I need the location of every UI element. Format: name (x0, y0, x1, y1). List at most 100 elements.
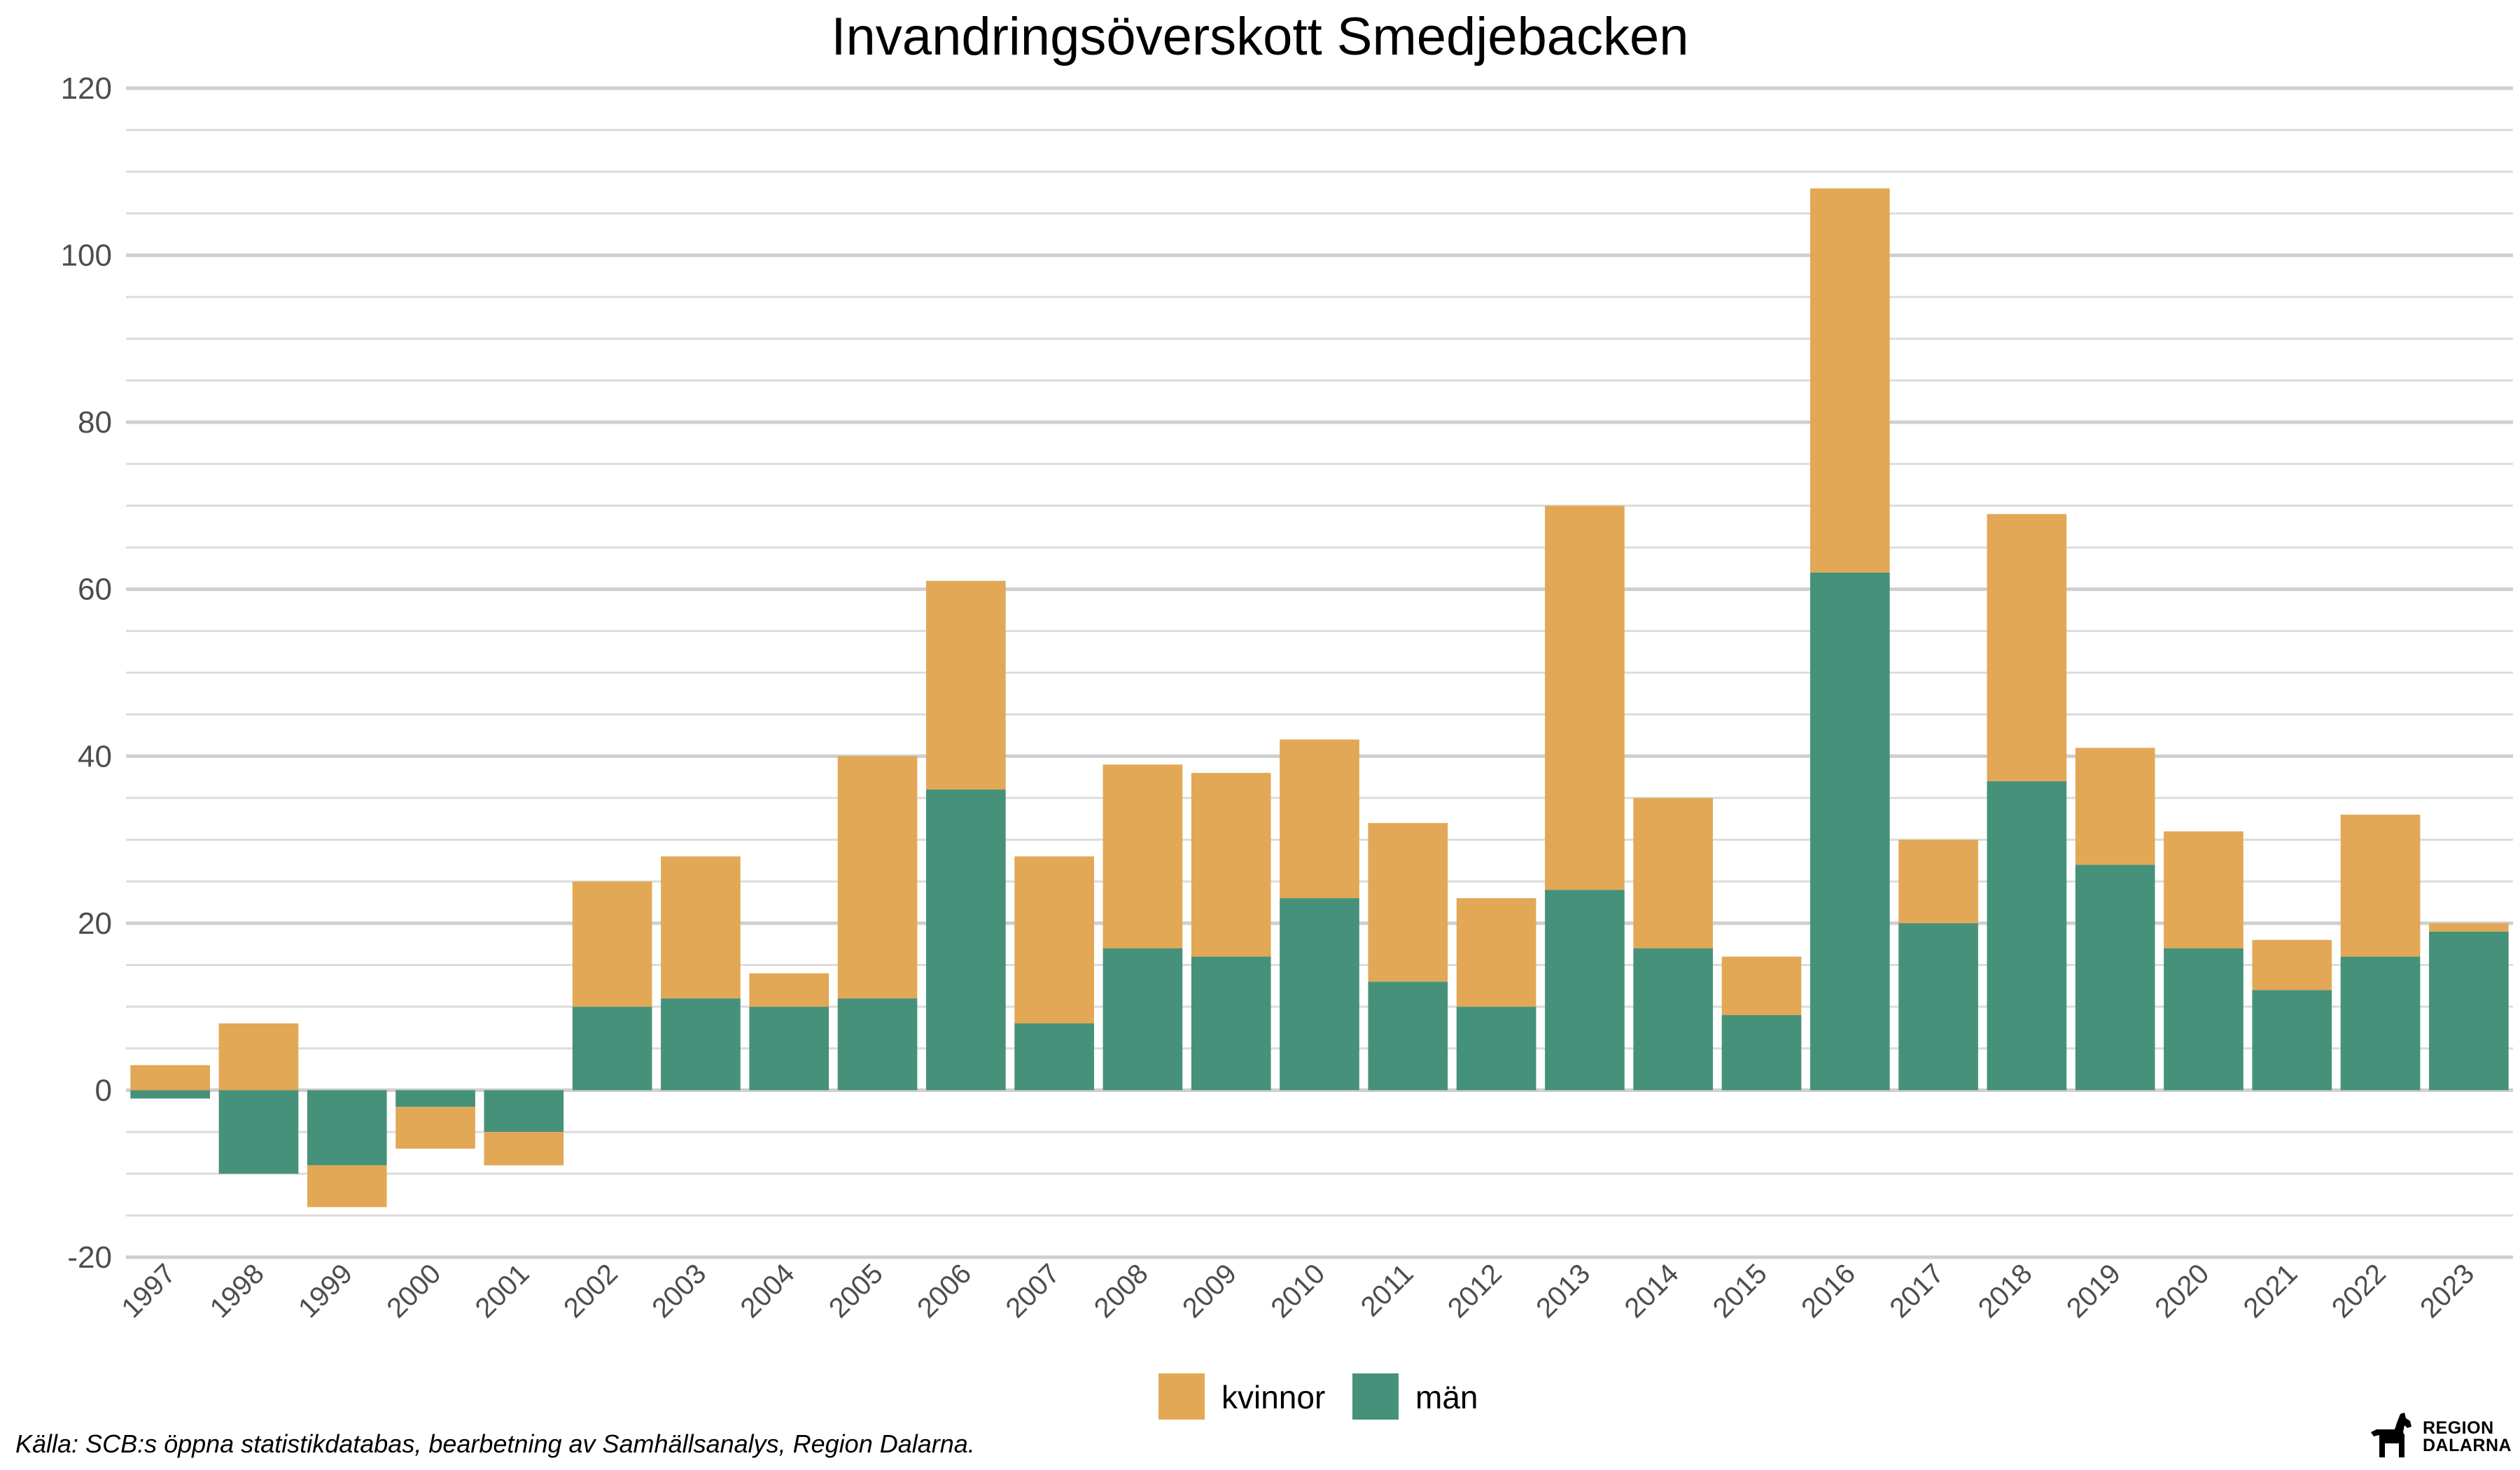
bar-man-1997 (130, 1090, 210, 1099)
x-tick-label: 2005 (823, 1258, 889, 1324)
bar-kvinnor-1998 (218, 1023, 299, 1091)
x-tick-label: 2018 (1973, 1258, 2038, 1324)
y-tick-label: 20 (78, 906, 112, 941)
bar-man-1998 (218, 1090, 299, 1174)
x-tick-label: 2021 (2238, 1258, 2304, 1324)
y-tick-label: 60 (78, 573, 112, 607)
bar-man-2016 (1809, 572, 1890, 1091)
x-tick-label: 1998 (204, 1258, 270, 1324)
bar-man-2004 (749, 1007, 830, 1091)
legend-label-kvinnor: kvinnor (1222, 1379, 1325, 1415)
bar-kvinnor-2017 (1898, 839, 1978, 923)
bar-kvinnor-2003 (661, 856, 741, 999)
x-tick-label: 1999 (293, 1258, 358, 1324)
logo-line-2: DALARNA (2423, 1436, 2512, 1455)
x-tick-label: 2019 (2061, 1258, 2127, 1324)
bar-kvinnor-2002 (572, 881, 652, 1007)
y-tick-label: 40 (78, 739, 112, 774)
x-tick-label: 2017 (1884, 1258, 1949, 1324)
logo-line-1: REGION (2423, 1418, 2494, 1438)
source-caption: Källa: SCB:s öppna statistikdatabas, bea… (15, 1429, 975, 1458)
x-tick-label: 2010 (1265, 1258, 1331, 1324)
bar-man-2000 (396, 1090, 475, 1107)
bar-kvinnor-2023 (2429, 923, 2509, 932)
legend-swatch-man (1352, 1373, 1399, 1420)
x-tick-label: 2014 (1619, 1258, 1685, 1324)
x-tick-label: 2011 (1355, 1258, 1420, 1322)
bar-man-2006 (925, 790, 1006, 1091)
y-tick-label: -20 (67, 1240, 112, 1275)
x-tick-label: 2012 (1442, 1258, 1508, 1324)
bar-kvinnor-2014 (1633, 797, 1714, 948)
bar-man-2018 (1987, 781, 2067, 1091)
x-tick-label: 1997 (115, 1258, 181, 1324)
bar-man-2007 (1014, 1023, 1094, 1091)
bar-kvinnor-2010 (1280, 739, 1359, 899)
bar-man-2012 (1456, 1007, 1536, 1091)
x-tick-label: 2015 (1707, 1258, 1773, 1324)
region-dalarna-logo: REGION DALARNA (2370, 1408, 2516, 1464)
bar-kvinnor-2004 (749, 973, 830, 1007)
chart-title: Invandringsöverskott Smedjebacken (831, 7, 1688, 66)
x-axis-tick-labels: 1997 1998 1999 2000 2001 2002 2003 2004 2005 2006… (115, 1258, 2480, 1324)
bar-kvinnor-2018 (1987, 514, 2067, 782)
bar-kvinnor-2006 (925, 580, 1006, 790)
y-tick-label: 80 (78, 405, 112, 440)
y-tick-label: 120 (61, 71, 112, 106)
y-tick-label: 0 (95, 1073, 112, 1107)
bar-man-2015 (1721, 1015, 1802, 1091)
x-tick-label: 2007 (1000, 1258, 1065, 1324)
bar-kvinnor-2005 (837, 756, 918, 999)
legend-label-man: män (1415, 1379, 1478, 1415)
x-tick-label: 2000 (381, 1258, 447, 1324)
dala-horse-icon (2371, 1413, 2412, 1457)
bar-man-2023 (2429, 931, 2509, 1091)
bars (130, 188, 2509, 1208)
x-tick-label: 2009 (1177, 1258, 1242, 1324)
x-tick-label: 2006 (911, 1258, 977, 1324)
legend: kvinnor män (1158, 1373, 1478, 1420)
bar-man-2003 (661, 998, 741, 1091)
bar-man-2008 (1102, 948, 1183, 1091)
bar-man-2017 (1898, 923, 1978, 1091)
x-tick-label: 2022 (2326, 1258, 2392, 1324)
bar-man-2019 (2075, 864, 2155, 1091)
bar-man-2010 (1280, 898, 1359, 1091)
bar-kvinnor-2019 (2075, 748, 2155, 865)
x-tick-label: 2004 (735, 1258, 801, 1324)
bar-kvinnor-2007 (1014, 856, 1094, 1023)
bar-man-2002 (572, 1007, 652, 1091)
bar-kvinnor-2012 (1456, 898, 1536, 1007)
x-tick-label: 2013 (1530, 1258, 1596, 1324)
bar-kvinnor-2021 (2252, 939, 2332, 990)
bar-kvinnor-2011 (1368, 822, 1448, 982)
x-tick-label: 2001 (470, 1258, 536, 1324)
bar-man-2020 (2164, 948, 2244, 1091)
bar-man-2009 (1191, 956, 1271, 1091)
y-axis-tick-labels: -20 0 20 40 60 80 100 120 (61, 71, 112, 1275)
bar-man-2021 (2252, 990, 2332, 1091)
bar-kvinnor-2001 (484, 1132, 564, 1166)
x-tick-label: 2020 (2149, 1258, 2215, 1324)
bar-man-2022 (2340, 956, 2421, 1091)
bar-kvinnor-2008 (1102, 764, 1183, 948)
bar-man-2011 (1368, 981, 1448, 1091)
bar-kvinnor-1997 (130, 1065, 210, 1091)
x-tick-label: 2023 (2414, 1258, 2480, 1324)
bar-kvinnor-1999 (307, 1165, 387, 1208)
x-tick-label: 2002 (558, 1258, 624, 1324)
bar-kvinnor-2009 (1191, 773, 1271, 957)
x-tick-label: 2008 (1088, 1258, 1154, 1324)
x-tick-label: 2003 (646, 1258, 712, 1324)
bar-kvinnor-2013 (1545, 505, 1625, 890)
bar-man-2005 (837, 998, 918, 1091)
y-tick-label: 100 (61, 239, 112, 273)
legend-swatch-kvinnor (1158, 1373, 1205, 1420)
bar-kvinnor-2015 (1721, 956, 1802, 1016)
bar-man-2001 (484, 1090, 564, 1133)
bar-kvinnor-2020 (2164, 831, 2244, 948)
logo-text: REGION DALARNA (2423, 1420, 2512, 1455)
bar-kvinnor-2022 (2340, 814, 2421, 957)
bar-kvinnor-2000 (396, 1107, 475, 1149)
bar-man-2013 (1545, 890, 1625, 1091)
